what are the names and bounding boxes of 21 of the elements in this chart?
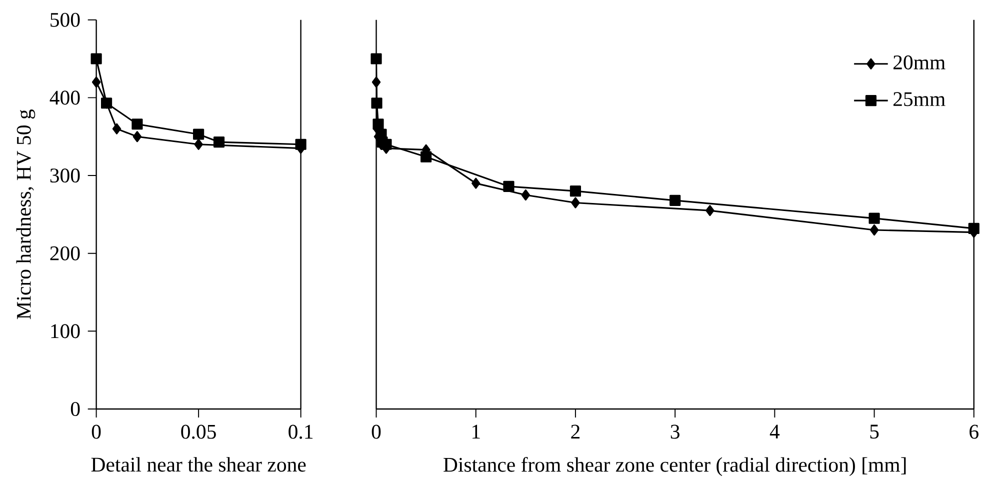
y-axis-title: Micro hardness, HV 50 g	[16, 109, 36, 319]
y-tick-label: 300	[50, 168, 80, 182]
x-tick-label: 0	[372, 424, 381, 439]
x-axis-title: Distance from shear zone center (radial direction) [mm]	[444, 456, 906, 476]
x-tick-label: 5	[870, 424, 879, 438]
x-axis-title: Detail near the shear zone	[91, 456, 306, 472]
y-tick-label: 200	[50, 246, 80, 260]
x-tick-label: 1	[472, 424, 480, 438]
legend-label: 25mm	[893, 92, 946, 106]
x-tick-label: 6	[970, 424, 978, 439]
y-tick-label: 400	[50, 90, 80, 104]
x-tick-label: 0	[92, 424, 101, 439]
x-tick-label: 2	[571, 424, 580, 438]
y-tick-label: 500	[50, 12, 80, 27]
legend-label: 20mm	[893, 55, 946, 70]
y-tick-label: 0	[70, 402, 80, 416]
x-tick-label: 3	[670, 424, 680, 439]
x-tick-label: 0.1	[288, 424, 313, 439]
x-tick-label: 0.05	[181, 424, 216, 439]
y-tick-label: 100	[51, 324, 80, 338]
x-tick-label: 4	[770, 424, 780, 438]
